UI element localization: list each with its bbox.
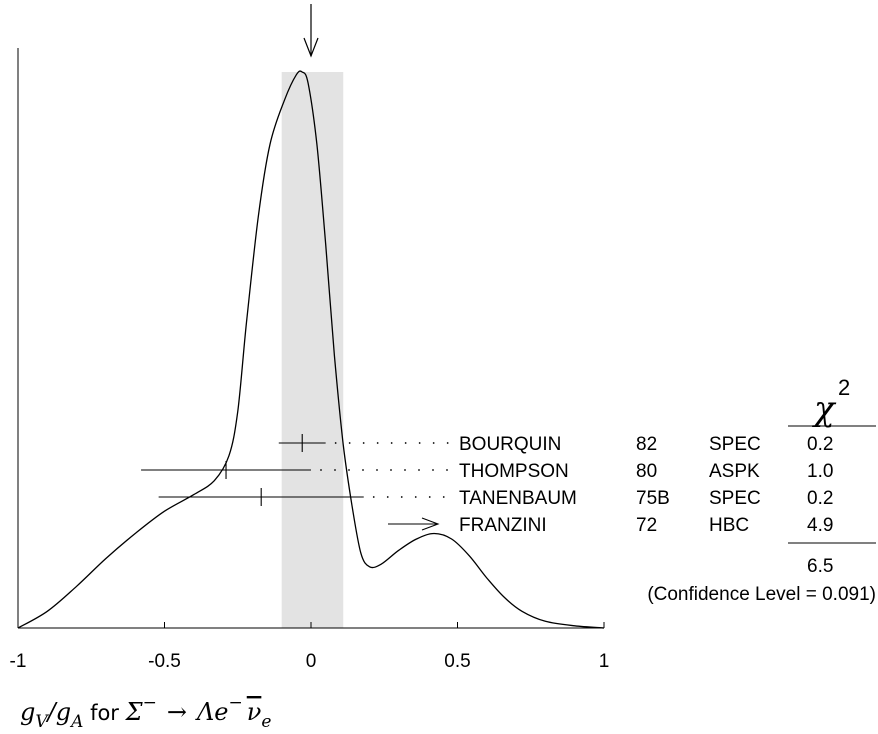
x-axis-ticks: -1 -0.5 0 0.5 1	[10, 622, 610, 672]
leader-dot	[414, 496, 417, 498]
measurement-chi2: 1.0	[807, 461, 833, 482]
leader-dot	[404, 469, 406, 471]
leader-dot	[376, 469, 378, 471]
confidence-level: (Confidence Level = 0.091)	[647, 584, 876, 605]
measurement-year: 72	[636, 515, 657, 536]
measurement-technique: SPEC	[709, 434, 761, 455]
x-axis-label: gV/gA for Σ− → Λe− νe	[20, 693, 271, 732]
measurement-technique: ASPK	[709, 461, 760, 482]
leader-dot	[320, 469, 322, 471]
measurement-chi2: 0.2	[807, 488, 833, 509]
leader-dot	[362, 442, 365, 444]
leader-dot	[362, 469, 364, 471]
measurement-row: BOURQUIN 82 SPEC 0.2	[278, 434, 833, 455]
measurement-chi2: 4.9	[807, 515, 833, 536]
x-tick-label: 1	[599, 651, 610, 672]
leader-dot	[432, 469, 434, 471]
chi2-header-superscript: 2	[838, 375, 850, 400]
x-tick-label: -0.5	[148, 651, 181, 672]
off-scale-arrow-head	[421, 517, 440, 531]
leader-dot	[334, 442, 337, 444]
measurement-technique: SPEC	[709, 488, 761, 509]
measurement-author: THOMPSON	[459, 461, 569, 482]
average-arrow-head	[303, 37, 319, 58]
measurement-year: 82	[636, 434, 657, 455]
leader-dot	[404, 442, 407, 444]
leader-dot	[390, 469, 392, 471]
measurement-author: BOURQUIN	[459, 434, 561, 455]
leader-dot	[386, 496, 389, 498]
leader-dot	[376, 442, 379, 444]
leader-dot	[446, 442, 449, 444]
measurement-rows: BOURQUIN 82 SPEC 0.2 THOMPSON 80 ASPK 1.0 TANENB…	[141, 434, 833, 536]
ideogram-curve	[17, 70, 605, 629]
chi2-header: χ	[812, 389, 837, 429]
measurement-year: 80	[636, 461, 657, 482]
measurement-year: 75B	[636, 488, 670, 509]
leader-dot	[348, 442, 351, 444]
leader-dot	[442, 496, 445, 498]
leader-dot	[348, 469, 350, 471]
leader-dot	[334, 469, 336, 471]
measurement-technique: HBC	[709, 515, 749, 536]
chi2-total: 6.5	[807, 556, 833, 577]
measurement-row: TANENBAUM 75B SPEC 0.2	[158, 488, 833, 509]
leader-dot	[372, 496, 375, 498]
leader-dot	[432, 442, 435, 444]
measurement-chi2: 0.2	[807, 434, 833, 455]
leader-dot	[390, 442, 393, 444]
measurement-row: FRANZINI 72 HBC 4.9	[388, 515, 833, 536]
measurement-row: THOMPSON 80 ASPK 1.0	[141, 461, 833, 482]
leader-dot	[400, 496, 403, 498]
measurement-author: TANENBAUM	[459, 488, 577, 509]
x-tick-label: 0.5	[444, 651, 470, 672]
x-tick-label: 0	[306, 651, 317, 672]
measurement-author: FRANZINI	[459, 515, 547, 536]
leader-dot	[428, 496, 431, 498]
leader-dot	[418, 442, 421, 444]
leader-dot	[446, 469, 448, 471]
leader-dot	[418, 469, 420, 471]
average-band	[281, 72, 344, 628]
x-tick-label: -1	[10, 651, 27, 672]
average-arrow	[303, 4, 319, 58]
